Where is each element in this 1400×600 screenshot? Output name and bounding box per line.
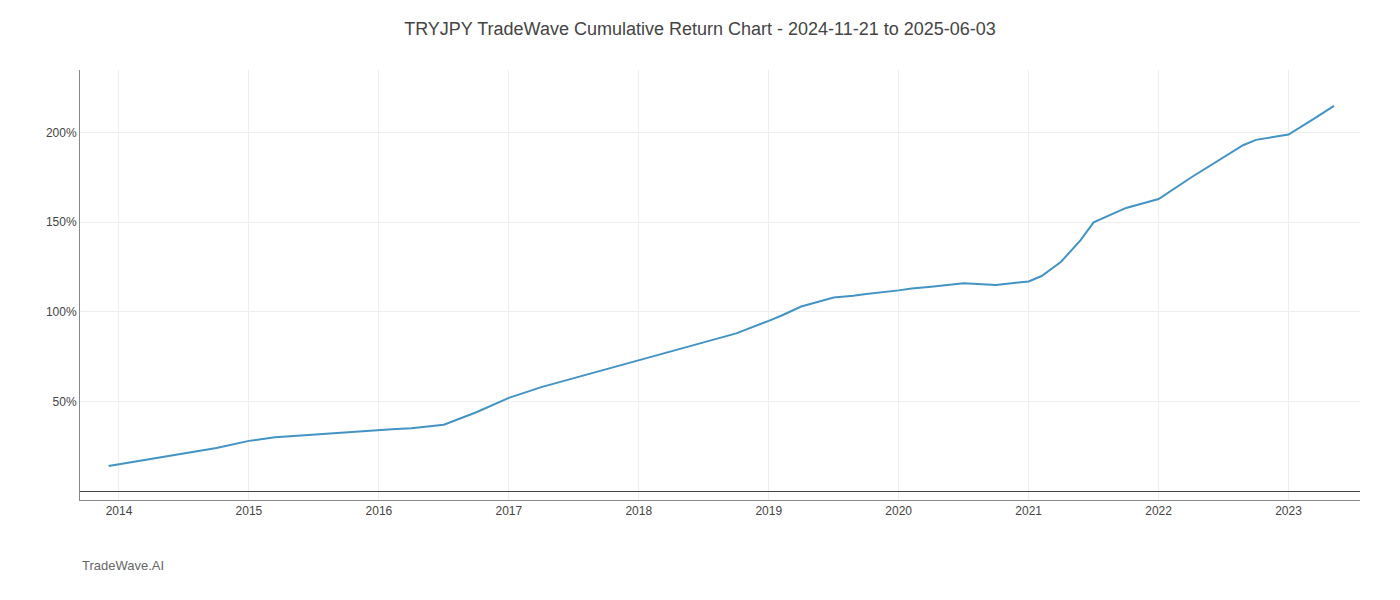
svg-text:2014: 2014 <box>106 504 133 518</box>
svg-text:2023: 2023 <box>1275 504 1302 518</box>
svg-text:50%: 50% <box>53 395 77 409</box>
svg-text:TRYJPY TradeWave Cumulative Re: TRYJPY TradeWave Cumulative Return Chart… <box>404 19 996 39</box>
svg-text:2021: 2021 <box>1015 504 1042 518</box>
svg-text:150%: 150% <box>46 215 77 229</box>
svg-text:2022: 2022 <box>1145 504 1172 518</box>
svg-text:2018: 2018 <box>625 504 652 518</box>
svg-text:2019: 2019 <box>755 504 782 518</box>
svg-text:2016: 2016 <box>366 504 393 518</box>
svg-text:2017: 2017 <box>495 504 522 518</box>
svg-text:TradeWave.AI: TradeWave.AI <box>82 558 164 573</box>
svg-text:200%: 200% <box>46 126 77 140</box>
svg-text:2020: 2020 <box>885 504 912 518</box>
svg-text:100%: 100% <box>46 305 77 319</box>
svg-text:2015: 2015 <box>236 504 263 518</box>
